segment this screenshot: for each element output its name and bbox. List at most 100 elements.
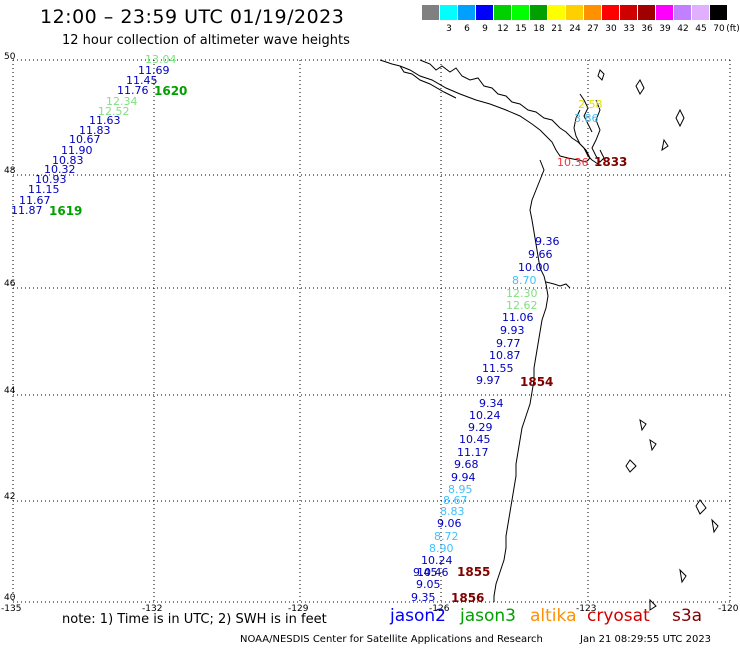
wave-height-value: 9.93 — [500, 324, 525, 337]
wave-height-value: 10.24 — [421, 554, 453, 567]
wave-height-value: 9.05 — [416, 578, 441, 591]
scale-label: 30 — [605, 24, 617, 34]
satellite-legend-item: cryosat — [587, 606, 650, 626]
pass-time-label: 1855 — [457, 565, 490, 579]
coastline — [379, 59, 719, 611]
scale-swatch — [422, 5, 439, 20]
satellite-legend-item: jason2 — [390, 606, 446, 626]
coastline-segment — [493, 487, 515, 602]
lat-label: 42 — [4, 492, 15, 502]
satellite-legend-item: jason3 — [460, 606, 516, 626]
scale-swatch — [530, 5, 547, 20]
coastline-segment — [679, 568, 687, 584]
coastline-segment — [649, 598, 657, 611]
wave-height-value: 11.90 — [61, 144, 93, 157]
wave-height-value: 10.36 — [557, 156, 589, 169]
wave-height-value: 9.68 — [454, 458, 479, 471]
coastline-segment — [545, 281, 571, 289]
lat-lon-grid — [12, 59, 731, 603]
coastline-segment — [513, 283, 549, 489]
pass-time-label: 1854 — [520, 375, 553, 389]
wave-height-value: 10.32 — [44, 163, 76, 176]
wave-height-value: 9.06 — [437, 517, 462, 530]
wave-height-value: 9.29 — [468, 421, 493, 434]
wave-height-value: 10.24 — [469, 409, 501, 422]
wave-height-value: 12.34 — [106, 95, 138, 108]
wave-height-value: 11.87 — [11, 204, 43, 217]
scale-swatch — [656, 5, 673, 20]
satellite-legend-item: s3a — [672, 606, 703, 626]
wave-height-value: 11.17 — [457, 446, 489, 459]
wave-height-value: 8.90 — [429, 542, 454, 555]
coastline-segment — [635, 79, 645, 95]
coastline-segment — [711, 518, 719, 534]
credit-text: NOAA/NESDIS Center for Satellite Applica… — [240, 634, 543, 645]
coastline-segment — [675, 108, 685, 128]
scale-label: 12 — [497, 24, 509, 34]
coastline-segment — [649, 438, 657, 452]
scale-swatch — [512, 5, 529, 20]
scale-swatch — [602, 5, 619, 20]
wave-height-value: 13.04 — [145, 53, 177, 66]
wave-height-value: 10.00 — [518, 261, 550, 274]
lon-label: -129 — [288, 604, 309, 614]
lat-label: 50 — [4, 52, 16, 62]
lon-label: -135 — [1, 604, 21, 614]
wave-height-value: 11.63 — [89, 114, 121, 127]
scale-unit-label: (ft) — [726, 24, 740, 34]
coastline-segment — [625, 459, 637, 473]
wave-height-value: 9.45 — [413, 566, 438, 579]
wave-height-value: 10.83 — [52, 154, 84, 167]
scale-label: 3 — [446, 24, 452, 34]
scale-swatch — [566, 5, 583, 20]
wave-height-value: 10.67 — [69, 133, 101, 146]
wave-height-value: 11.69 — [138, 64, 170, 77]
pass-time-label: 1856 — [451, 591, 484, 605]
scale-swatch — [458, 5, 475, 20]
scale-label: 45 — [695, 24, 707, 34]
wave-height-value: 11.06 — [502, 311, 534, 324]
coastline-segment — [661, 138, 669, 152]
scale-label: 9 — [482, 24, 488, 34]
scale-label: 70 — [713, 24, 725, 34]
lon-label: -120 — [718, 604, 739, 614]
scale-label: 24 — [569, 24, 581, 34]
wave-height-value: 9.66 — [528, 248, 553, 261]
wave-height-value: 9.35 — [411, 591, 436, 604]
scale-swatch — [476, 5, 493, 20]
coastline-segment — [597, 69, 605, 81]
scale-swatch — [620, 5, 637, 20]
scale-label: 39 — [659, 24, 671, 34]
coastline-segment — [695, 499, 707, 515]
wave-height-value: 10.45 — [459, 433, 491, 446]
scale-swatch — [548, 5, 565, 20]
lat-label: 46 — [4, 279, 16, 289]
scale-label: 21 — [551, 24, 563, 34]
coastline-segment — [379, 59, 591, 163]
scale-swatch — [674, 5, 691, 20]
satellite-legend-item: altika — [530, 606, 577, 626]
wave-height-value: 8.83 — [440, 505, 465, 518]
coastline-segment — [419, 59, 599, 165]
wave-height-value: 9.97 — [476, 374, 501, 387]
wave-height-labels: 13.0411.6911.4511.7612.3412.5211.6311.83… — [11, 53, 603, 604]
wave-height-value: 10.87 — [489, 349, 521, 362]
scale-label: 18 — [533, 24, 545, 34]
wave-height-value: 10.93 — [35, 173, 67, 186]
footer-note: note: 1) Time is in UTC; 2) SWH is in fe… — [62, 612, 327, 627]
coastline-segment — [529, 159, 547, 285]
pass-time-labels: 1620 1619 1833 1854 1855 1856 — [49, 84, 627, 605]
scale-swatch — [638, 5, 655, 20]
scale-swatch — [710, 5, 727, 20]
wave-height-value: 8.95 — [448, 483, 473, 496]
generated-timestamp: Jan 21 08:29:55 UTC 2023 — [580, 634, 712, 645]
lat-label: 40 — [4, 593, 16, 603]
wave-height-value: 11.15 — [28, 183, 60, 196]
coastline-segment — [399, 65, 457, 99]
pass-time-label: 1833 — [594, 155, 627, 169]
lat-label: 44 — [4, 386, 16, 396]
wave-height-value: 8.67 — [443, 494, 468, 507]
wave-height-value: 11.76 — [117, 84, 149, 97]
coastline-segment — [579, 93, 593, 133]
